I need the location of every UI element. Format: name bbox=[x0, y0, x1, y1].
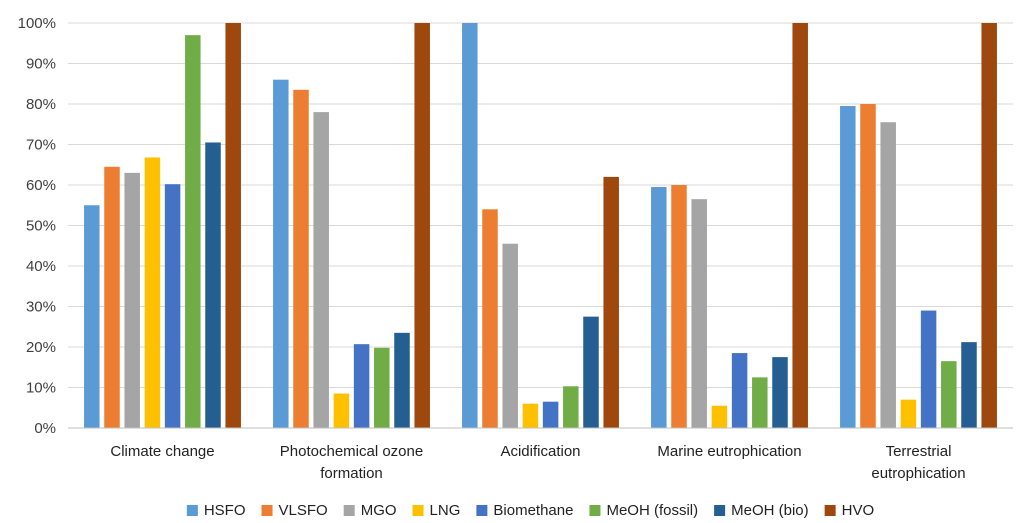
bar-biomethane bbox=[164, 184, 181, 428]
legend-label: MGO bbox=[361, 502, 397, 519]
bar-meoh-fossil bbox=[185, 35, 201, 429]
bar-meoh-bio bbox=[583, 316, 599, 428]
bar-hvo bbox=[414, 23, 430, 428]
y-tick-label: 20% bbox=[26, 339, 56, 356]
category-label: Marine eutrophication bbox=[657, 443, 801, 460]
bar-vlsfo bbox=[104, 166, 120, 428]
legend-swatch bbox=[476, 505, 488, 516]
y-tick-label: 70% bbox=[26, 137, 56, 154]
legend-item: LNG bbox=[412, 502, 461, 519]
legend-swatch bbox=[714, 505, 726, 516]
category-label: eutrophication bbox=[871, 465, 965, 482]
bar-meoh-fossil bbox=[374, 347, 390, 428]
y-tick-label: 40% bbox=[26, 258, 56, 275]
bar-lng bbox=[522, 403, 539, 428]
y-tick-label: 100% bbox=[18, 15, 56, 32]
y-axis: 0% 10% 20% 30% 40% 50% 60% 70% 80% 90% 100% bbox=[18, 15, 56, 437]
bar-meoh-bio bbox=[961, 342, 977, 428]
bar-lng bbox=[711, 405, 728, 428]
bar-hsfo bbox=[462, 23, 478, 428]
y-tick-label: 90% bbox=[26, 56, 56, 73]
bar-biomethane bbox=[731, 353, 748, 428]
bar-biomethane bbox=[920, 310, 937, 428]
legend-swatch bbox=[343, 505, 355, 516]
bar-biomethane bbox=[353, 344, 370, 428]
bar-hsfo bbox=[651, 187, 667, 428]
bar-hvo bbox=[981, 23, 997, 428]
bar-hsfo bbox=[84, 205, 100, 428]
legend-swatch bbox=[186, 505, 198, 516]
legend-label: HSFO bbox=[204, 502, 246, 519]
bar-hsfo bbox=[273, 79, 289, 428]
bar-mgo bbox=[124, 172, 140, 428]
category-label: Photochemical ozone bbox=[280, 443, 423, 460]
legend-item: MeOH (bio) bbox=[714, 502, 809, 519]
bar-vlsfo bbox=[293, 89, 309, 428]
bar-lng bbox=[900, 399, 917, 428]
bar-mgo bbox=[691, 199, 707, 428]
legend-label: Biomethane bbox=[493, 502, 573, 519]
x-axis: Climate change Photochemical ozone formati… bbox=[68, 427, 1013, 482]
bar-hvo bbox=[792, 23, 808, 428]
bar-hvo bbox=[603, 176, 619, 428]
legend-item: MeOH (fossil) bbox=[589, 502, 698, 519]
category-label: formation bbox=[320, 465, 383, 482]
bars bbox=[84, 23, 997, 429]
y-tick-label: 30% bbox=[26, 299, 56, 316]
category-label: Climate change bbox=[110, 443, 214, 460]
bar-vlsfo bbox=[671, 185, 687, 428]
bar-meoh-bio bbox=[394, 332, 410, 428]
legend-label: LNG bbox=[430, 502, 461, 519]
y-tick-label: 60% bbox=[26, 177, 56, 194]
legend-swatch bbox=[261, 505, 273, 516]
bar-meoh-fossil bbox=[752, 377, 768, 428]
bar-meoh-fossil bbox=[941, 361, 957, 428]
legend-label: MeOH (bio) bbox=[731, 502, 809, 519]
y-tick-label: 50% bbox=[26, 218, 56, 235]
legend: HSFO VLSFO MGO LNG Biomethane MeOH (fossil) Me… bbox=[186, 502, 875, 519]
legend-label: MeOH (fossil) bbox=[606, 502, 698, 519]
y-tick-label: 10% bbox=[26, 380, 56, 397]
legend-swatch bbox=[589, 505, 601, 516]
bar-mgo bbox=[502, 243, 518, 428]
category-label: Terrestrial bbox=[886, 443, 952, 460]
bar-meoh-bio bbox=[205, 142, 221, 428]
bar-vlsfo bbox=[482, 209, 498, 428]
legend-swatch bbox=[412, 505, 424, 516]
bar-biomethane bbox=[542, 401, 559, 428]
bar-meoh-bio bbox=[772, 357, 788, 428]
y-tick-label: 80% bbox=[26, 96, 56, 113]
bar-mgo bbox=[313, 112, 329, 428]
bar-vlsfo bbox=[860, 104, 876, 428]
legend-item: HVO bbox=[824, 502, 875, 519]
category-label: Acidification bbox=[500, 443, 580, 460]
bar-lng bbox=[333, 393, 350, 428]
bar-mgo bbox=[880, 122, 896, 428]
legend-item: HSFO bbox=[186, 502, 246, 519]
bar-meoh-fossil bbox=[563, 386, 579, 428]
y-tick-label: 0% bbox=[34, 420, 56, 437]
legend-label: HVO bbox=[842, 502, 875, 519]
legend-swatch bbox=[824, 505, 836, 516]
legend-item: VLSFO bbox=[261, 502, 328, 519]
bar-lng bbox=[144, 157, 161, 428]
legend-label: VLSFO bbox=[279, 502, 328, 519]
bar-hvo bbox=[225, 23, 241, 428]
legend-item: MGO bbox=[343, 502, 397, 519]
legend-item: Biomethane bbox=[476, 502, 573, 519]
bar-hsfo bbox=[840, 106, 856, 429]
